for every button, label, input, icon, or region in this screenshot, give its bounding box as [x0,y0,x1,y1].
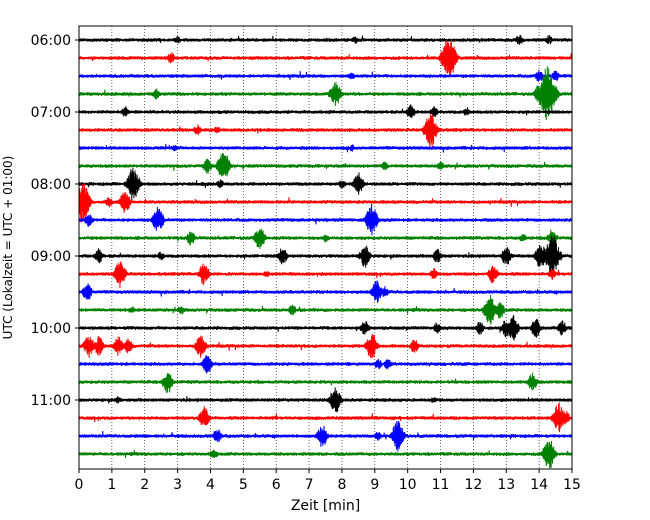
trace-line [78,228,573,249]
trace-line [78,355,573,374]
seismogram-traces [78,35,573,469]
y-tick-label: 10:00 [31,321,71,337]
trace-line [78,69,573,82]
x-tick-label: 5 [239,477,248,493]
x-tick-label: 8 [337,477,346,493]
trace-line [78,114,573,147]
trace-line [78,441,573,469]
x-tick-label: 10 [399,477,417,493]
trace-line [78,235,573,274]
x-tick-label: 11 [432,477,450,493]
y-tick-label: 09:00 [31,249,71,265]
trace-line [78,315,573,341]
x-tick-label: 12 [464,477,482,493]
trace-line [78,294,573,325]
trace-line [78,333,573,359]
trace-line [78,387,573,413]
x-tick-label: 1 [107,477,116,493]
trace-line [78,204,573,236]
y-tick-label: 11:00 [31,393,71,409]
x-axis-label: Zeit [min] [291,498,360,514]
x-tick-label: 13 [497,477,515,493]
x-axis: 0 1 2 3 4 5 6 7 8 9 10 11 12 13 14 15 [75,469,581,493]
y-tick-label: 07:00 [31,105,71,121]
y-tick-label: 06:00 [31,33,71,49]
trace-line [78,167,573,202]
trace-line [78,372,573,394]
x-tick-label: 6 [272,477,281,493]
x-tick-label: 0 [75,477,84,493]
plot-frame [78,25,573,470]
trace-line [78,35,573,45]
x-tick-label: 9 [370,477,379,493]
y-axis-label: UTC (Lokalzeit = UTC + 01:00) [1,156,15,340]
trace-line [78,402,573,433]
y-tick-label: 08:00 [31,177,71,193]
grid-lines [111,26,540,469]
x-tick-label: 7 [305,477,314,493]
trace-line [78,104,573,118]
trace-line [78,280,573,303]
trace-line [78,153,573,177]
trace-line [78,421,573,452]
y-axis: 06:00 07:00 08:00 09:00 10:00 11:00 [31,33,79,409]
trace-line [78,39,573,78]
trace-line [78,143,573,153]
x-tick-label: 3 [173,477,182,493]
trace-line [78,261,573,288]
x-tick-label: 14 [530,477,548,493]
x-tick-label: 15 [563,477,581,493]
x-tick-label: 4 [206,477,215,493]
trace-line [78,183,573,223]
x-tick-label: 2 [140,477,149,493]
trace-line [78,66,573,121]
